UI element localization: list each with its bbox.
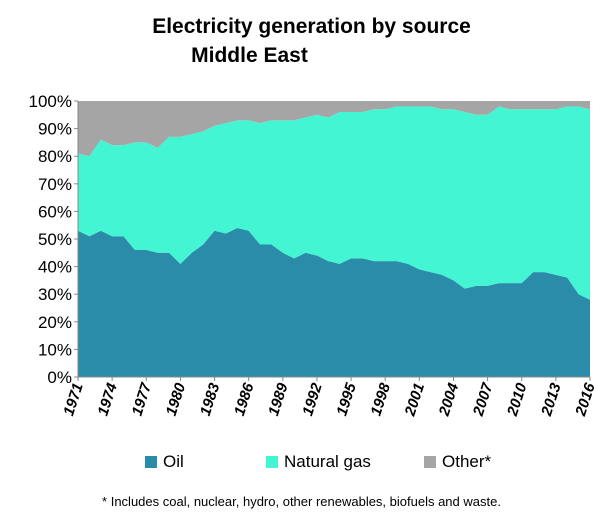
footnote: * Includes coal, nuclear, hydro, other r… bbox=[102, 494, 501, 509]
x-tick-label: 2007 bbox=[470, 380, 497, 419]
y-tick-label: 60% bbox=[38, 202, 72, 221]
y-tick-label: 100% bbox=[29, 92, 72, 111]
legend-item-other: Other* bbox=[424, 452, 491, 472]
y-tick-label: 80% bbox=[38, 147, 72, 166]
x-tick-label: 2016 bbox=[572, 380, 599, 419]
x-tick-label: 2004 bbox=[435, 380, 462, 419]
y-tick-label: 50% bbox=[38, 230, 72, 249]
y-tick-label: 30% bbox=[38, 285, 72, 304]
y-tick-label: 40% bbox=[38, 258, 72, 277]
x-tick-label: 2013 bbox=[538, 380, 565, 419]
x-tick-label: 2010 bbox=[504, 380, 531, 419]
x-tick-label: 1995 bbox=[333, 380, 360, 418]
legend-item-natural-gas: Natural gas bbox=[266, 452, 371, 472]
legend-swatch-natural-gas bbox=[266, 456, 278, 468]
y-tick-label: 70% bbox=[38, 175, 72, 194]
x-tick-label: 1977 bbox=[129, 380, 156, 418]
x-tick-label: 1992 bbox=[299, 380, 326, 418]
x-tick-label: 1986 bbox=[231, 380, 258, 418]
area-series-oil bbox=[78, 227, 590, 377]
legend-label-natural-gas: Natural gas bbox=[284, 452, 371, 471]
y-tick-label: 0% bbox=[47, 368, 72, 387]
legend-label-oil: Oil bbox=[163, 452, 184, 471]
x-tick-label: 1989 bbox=[265, 380, 292, 418]
legend-item-oil: Oil bbox=[145, 452, 184, 472]
y-tick-label: 90% bbox=[38, 120, 72, 139]
legend-swatch-other bbox=[424, 456, 436, 468]
x-tick-label: 1974 bbox=[94, 380, 121, 418]
x-tick-label: 1998 bbox=[368, 380, 395, 418]
x-tick-label: 2001 bbox=[401, 381, 428, 419]
legend-swatch-oil bbox=[145, 456, 157, 468]
area-series-natural-gas bbox=[78, 106, 590, 300]
x-tick-label: 1980 bbox=[163, 380, 190, 418]
area-series-other bbox=[78, 101, 590, 157]
chart-subtitle: Middle East bbox=[191, 44, 308, 67]
chart-title: Electricity generation by source bbox=[152, 15, 471, 38]
y-tick-label: 20% bbox=[38, 313, 72, 332]
x-tick-label: 1983 bbox=[197, 380, 224, 418]
legend-label-other: Other* bbox=[442, 452, 492, 471]
y-tick-label: 10% bbox=[38, 340, 72, 359]
